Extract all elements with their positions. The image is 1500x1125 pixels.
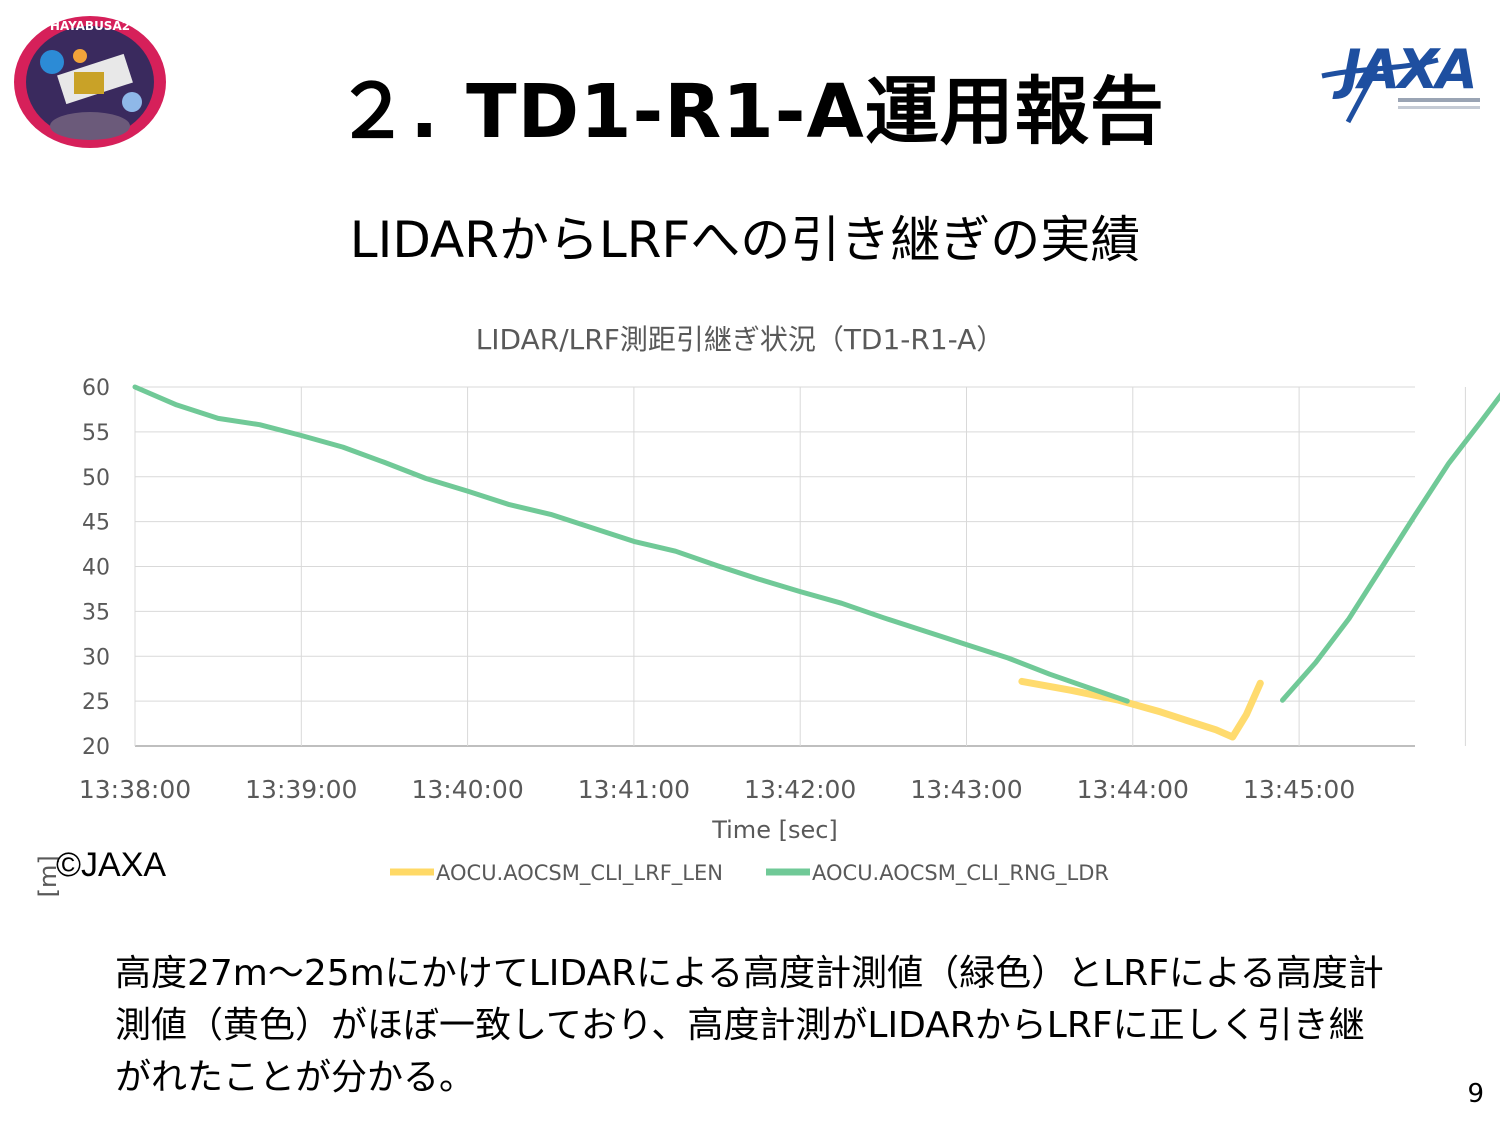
chart-title: LIDAR/LRF測距引継ぎ状況（TD1-R1-A） — [475, 323, 1005, 356]
y-tick-label: 25 — [82, 690, 110, 715]
x-tick-label: 13:43:00 — [910, 775, 1022, 804]
x-tick-label: 13:38:00 — [79, 775, 191, 804]
series-line — [1018, 677, 1264, 741]
x-tick-label: 13:44:00 — [1077, 775, 1189, 804]
altitude-chart: 20 25 30 35 40 45 50 55 60 13:38:00 13:39:00 13:40:… — [34, 376, 1500, 900]
slide-title: ２. TD1-R1-A運用報告 — [335, 69, 1165, 155]
y-tick-label: 55 — [82, 421, 110, 446]
y-axis-label: Altitude [m] — [34, 855, 62, 900]
slide-subtitle: LIDARからLRFへの引き継ぎの実績 — [349, 211, 1141, 269]
x-tick-label: 13:42:00 — [744, 775, 856, 804]
series-line — [1280, 392, 1500, 703]
series-line — [132, 384, 1130, 704]
body-text: 高度27m～25mにかけてLIDARによる高度計測値（緑色）とLRFによる高度計… — [115, 953, 1384, 1098]
y-tick-label: 35 — [82, 600, 110, 625]
x-axis-label: Time [sec] — [711, 816, 838, 844]
legend-label: AOCU.AOCSM_CLI_LRF_LEN — [436, 861, 723, 886]
y-tick-label: 20 — [82, 735, 110, 760]
x-tick-label: 13:39:00 — [245, 775, 357, 804]
y-tick-label: 60 — [82, 376, 110, 401]
copyright: ©JAXA — [56, 846, 167, 884]
hayabusa2-mission-patch: HAYABUSA2 — [12, 14, 168, 150]
y-tick-label: 50 — [82, 466, 110, 491]
x-tick-label: 13:45:00 — [1243, 775, 1355, 804]
tick-layer: 20 25 30 35 40 45 50 55 60 13:38:00 13:39:00 13:40:… — [79, 376, 1355, 804]
jaxa-logo: JAXA — [1318, 30, 1484, 130]
patch-label: HAYABUSA2 — [50, 19, 130, 33]
legend-label: AOCU.AOCSM_CLI_RNG_LDR — [812, 861, 1109, 886]
grid-layer — [134, 386, 1466, 747]
series-layer — [132, 384, 1500, 741]
x-tick-label: 13:41:00 — [578, 775, 690, 804]
y-tick-label: 40 — [82, 556, 110, 581]
y-tick-label: 30 — [82, 645, 110, 670]
legend: AOCU.AOCSM_CLI_LRF_LEN AOCU.AOCSM_CLI_RNG… — [390, 861, 1109, 886]
y-tick-label: 45 — [82, 511, 110, 536]
x-tick-label: 13:40:00 — [411, 775, 523, 804]
page-number: 9 — [1467, 1079, 1484, 1109]
